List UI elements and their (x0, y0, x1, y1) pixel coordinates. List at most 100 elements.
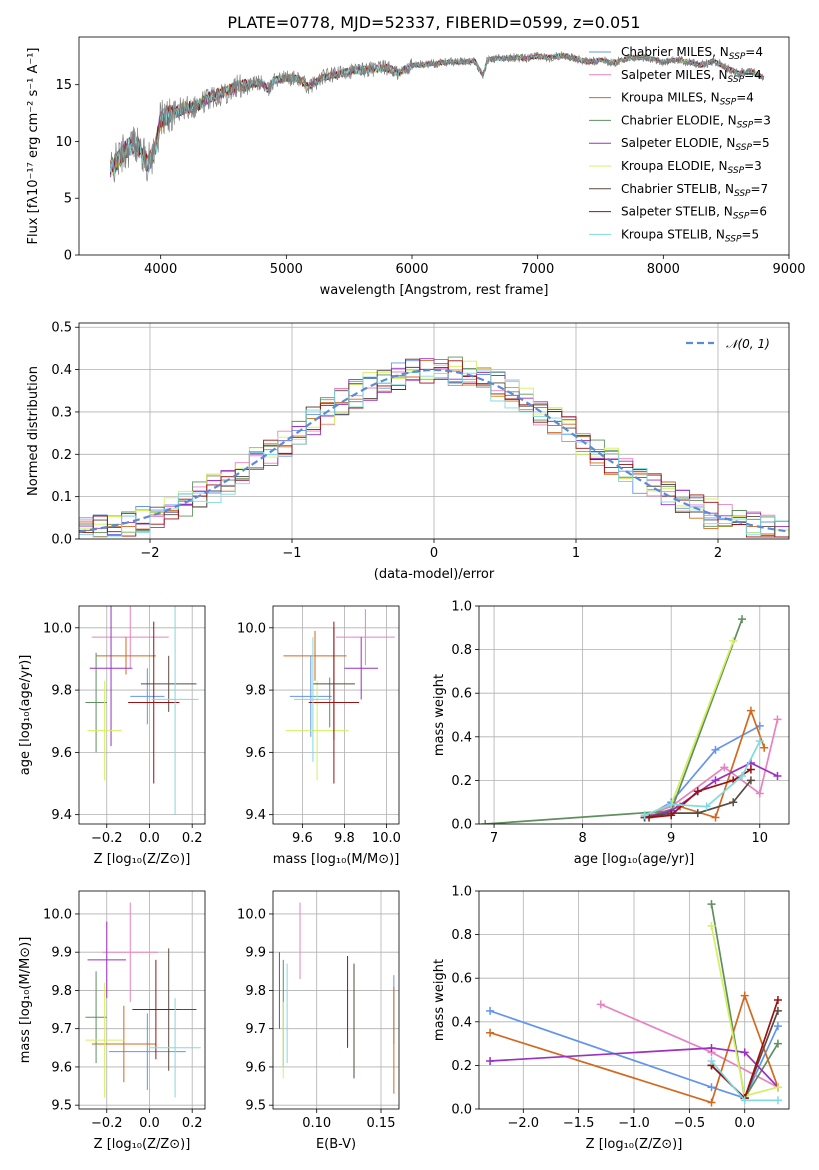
y-tick-label: 15 (55, 78, 72, 93)
x-tick-label: −1.5 (563, 1116, 595, 1131)
mass-weight-marker (729, 798, 738, 807)
mass-weight-line (489, 992, 779, 1104)
mass-weight-marker (773, 715, 782, 724)
y-tick-label: 0.6 (451, 972, 472, 987)
x-tick-label: −0.2 (91, 831, 123, 846)
mass-weight-marker (729, 636, 738, 645)
y-tick-label: 10.0 (237, 621, 266, 636)
legend-series-name: Chabrier ELODIE, N (621, 113, 737, 127)
y-tick-label: 0.1 (51, 490, 72, 505)
plot-area (110, 51, 765, 183)
x-axis-label: age [log₁₀(age/yr)] (574, 852, 695, 867)
legend-label: Kroupa MILES, NSSP=4 (621, 91, 754, 108)
mass-weight-marker (746, 765, 755, 774)
y-tick-label: 0.0 (451, 1103, 472, 1118)
mass-weight-marker (707, 900, 716, 909)
panel-mass_weight_vs_age: 7 8 9 10 0.0 0.2 0.4 0.6 0.8 1.0 age [log₁₀(age/yr… (432, 600, 790, 867)
panel-spectrum: 4000 5000 6000 7000 8000 9000 0 5 10 15 wavelength… (26, 36, 806, 298)
legend-subscript: SSP (720, 98, 737, 108)
mass-weight-marker (645, 813, 654, 822)
mass-weight-marker (486, 1028, 495, 1037)
legend-nssp: =6 (749, 205, 767, 219)
y-tick-label: 9.7 (51, 1022, 72, 1037)
x-tick-label: 8 (578, 831, 586, 846)
mass-weight-marker (773, 996, 782, 1004)
mass-weight-marker (711, 813, 720, 822)
x-axis-label: Z [log₁₀(Z/Z⊙)] (94, 1137, 191, 1152)
y-tick-label: 10.0 (43, 907, 72, 922)
legend-nssp: =3 (744, 159, 762, 173)
legend-nssp: =4 (745, 45, 763, 59)
mass-weight-marker (707, 921, 716, 930)
x-tick-label: 0.2 (182, 831, 203, 846)
legend-subscript: SSP (728, 75, 745, 85)
mass-weight-marker (755, 789, 764, 798)
panels: 4000 5000 6000 7000 8000 9000051015wavelength… (18, 36, 806, 1152)
y-tick-label: 0.6 (451, 687, 472, 702)
y-tick-label: 10.0 (43, 621, 72, 636)
y-tick-label: 10 (55, 135, 72, 150)
x-tick-label: 9.8 (334, 831, 355, 846)
mass-weight-line (644, 640, 734, 817)
y-tick-label: 0.2 (51, 448, 72, 463)
axes-frame (478, 890, 790, 1110)
mass-weight-marker (702, 802, 711, 811)
y-tick-label: 9.5 (245, 1099, 266, 1114)
mass-weight-marker (740, 1048, 749, 1057)
x-axis-label: (data-model)/error (374, 567, 495, 582)
mass-weight-marker (773, 1096, 782, 1105)
residual-histogram (79, 360, 789, 538)
x-tick-label: 0.10 (302, 1116, 331, 1131)
x-tick-label: 7 (490, 831, 498, 846)
legend-nssp: =4 (744, 68, 762, 82)
x-tick-label: 5000 (270, 262, 303, 277)
legend-nssp: =7 (751, 182, 769, 196)
mass-weight-marker (481, 820, 490, 824)
x-tick-label: 9.6 (292, 831, 313, 846)
plot-area (278, 902, 395, 1094)
legend-subscript: SSP (737, 120, 754, 130)
x-axis-label: Z [log₁₀(Z/Z⊙)] (94, 852, 191, 867)
mass-weight-marker (746, 776, 755, 785)
y-tick-label: 0.4 (451, 1015, 472, 1030)
panel-age_vs_Z: −0.2 0.0 0.2 9.4 9.6 9.8 10.0 Z [log₁₀(Z/Z⊙)] ag… (18, 605, 206, 867)
axes-frame (78, 605, 206, 825)
mass-weight-line (644, 719, 779, 817)
x-axis-label: mass [log₁₀(M/M⊙)] (273, 852, 400, 867)
legend-nssp: =5 (741, 227, 759, 241)
legend-subscript: SSP (729, 52, 746, 62)
plot-area (283, 609, 395, 784)
mass-weight-marker (596, 1000, 605, 1009)
mass-weight-marker (707, 1083, 716, 1092)
legend-series-name: Kroupa MILES, N (621, 91, 720, 105)
x-tick-label: −2.0 (507, 1116, 539, 1131)
y-tick-label: 9.8 (51, 984, 72, 999)
y-tick-label: 0.0 (51, 533, 72, 548)
residual-histogram (79, 358, 789, 536)
legend-series-name: Kroupa STELIB, N (621, 227, 725, 241)
y-tick-label: 9.4 (245, 808, 266, 823)
y-axis-label: mass weight (432, 674, 447, 756)
y-tick-label: 0.5 (51, 321, 72, 336)
panel-mass_vs_Z: −0.2 0.0 0.2 9.5 9.6 9.7 9.8 9.9 10.0 Z [log₁₀(Z/… (18, 890, 206, 1152)
y-tick-label: 9.8 (245, 984, 266, 999)
x-tick-label: 10 (751, 831, 768, 846)
y-tick-label: 0.4 (51, 363, 72, 378)
axes-frame (272, 890, 400, 1110)
y-tick-label: 0.2 (451, 1059, 472, 1074)
x-tick-label: 0.0 (139, 831, 160, 846)
legend-subscript: SSP (725, 234, 742, 244)
y-tick-label: 5 (64, 192, 72, 207)
axes-frame (78, 890, 206, 1110)
y-tick-label: 0.0 (451, 818, 472, 833)
plot-area (486, 900, 782, 1107)
mass-weight-marker (711, 745, 720, 754)
y-axis-label: Flux [fλ10⁻¹⁷ erg cm⁻² s⁻¹ A⁻¹] (26, 48, 41, 245)
mass-weight-marker (773, 772, 782, 781)
plot-area (79, 356, 789, 538)
plot-area (481, 615, 782, 824)
y-tick-label: 9.5 (51, 1099, 72, 1114)
mass-weight-marker (707, 1043, 716, 1052)
y-tick-label: 1.0 (451, 600, 472, 615)
